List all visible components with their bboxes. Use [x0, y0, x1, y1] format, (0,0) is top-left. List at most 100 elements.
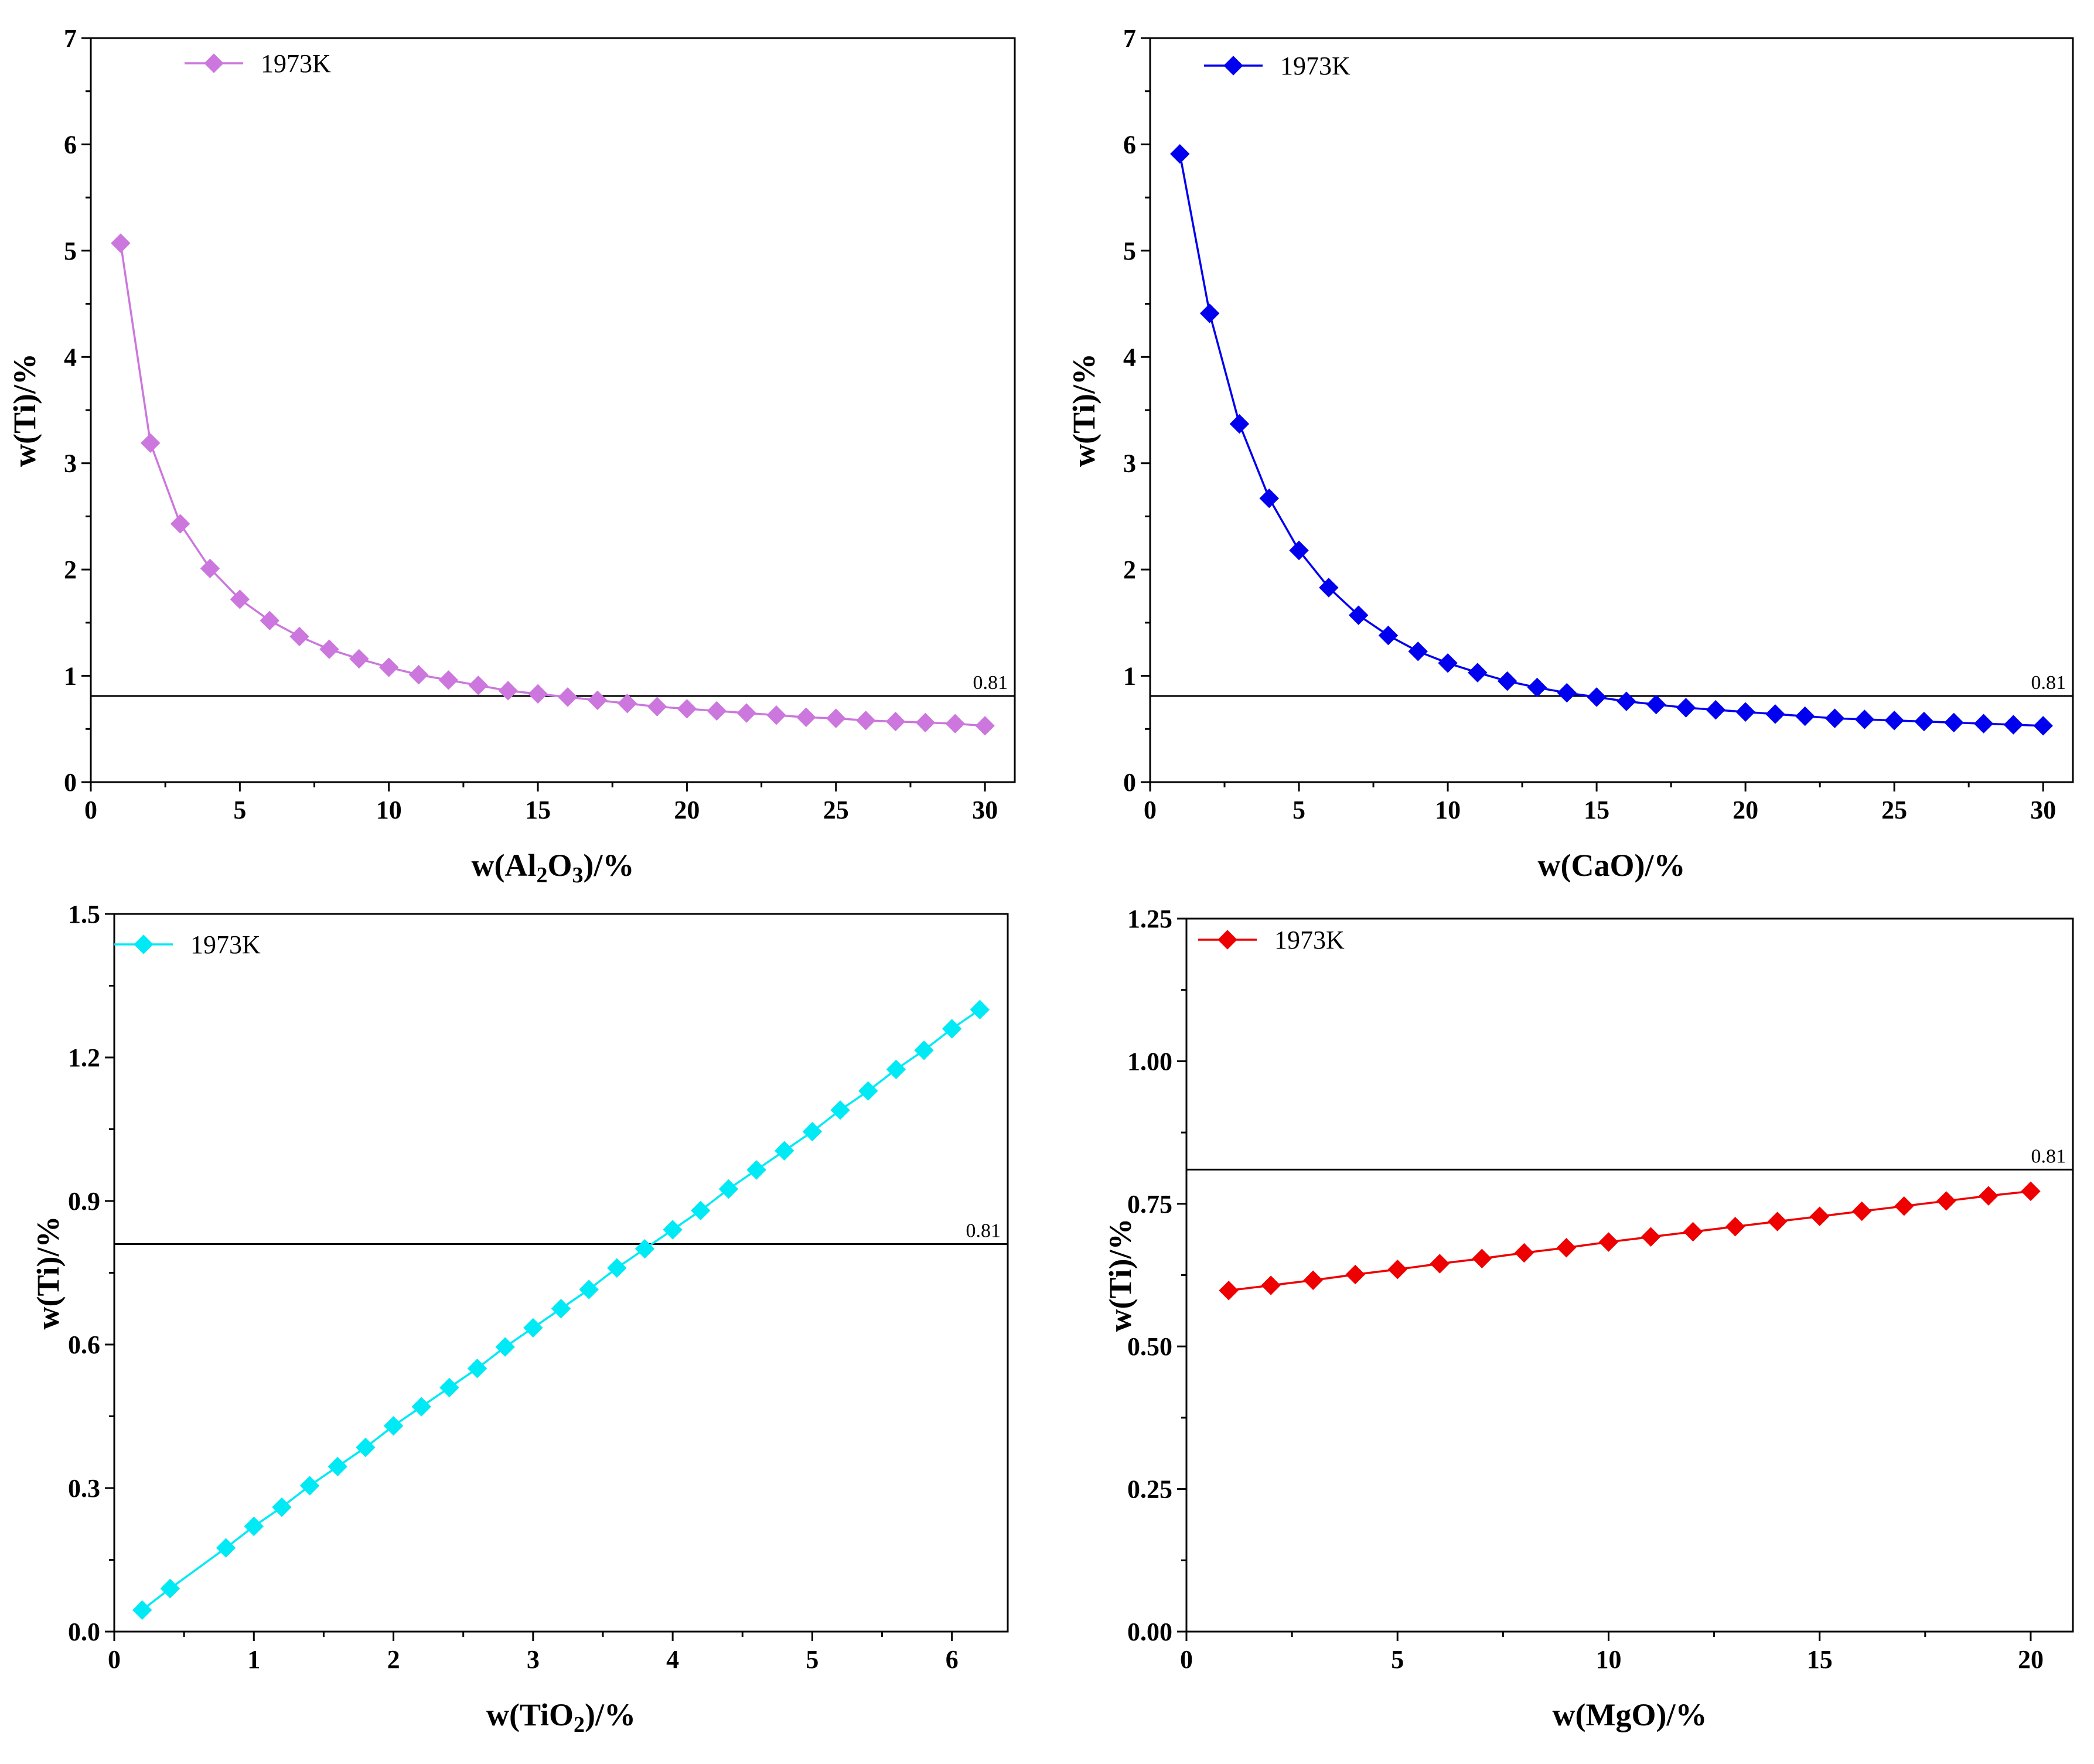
x-tick-label: 1 [247, 1645, 260, 1674]
data-point [1170, 144, 1190, 164]
data-point [1854, 709, 1875, 729]
y-tick-label: 1.25 [1127, 905, 1172, 933]
data-point [1810, 1206, 1830, 1226]
y-tick-label: 7 [1123, 24, 1136, 53]
y-tick-label: 4 [64, 343, 77, 371]
data-point [2021, 1181, 2041, 1202]
data-point [468, 675, 489, 695]
y-tick-label: 0.00 [1127, 1618, 1172, 1646]
x-axis-title: w(Al2O3)/% [472, 848, 635, 888]
data-point [498, 681, 518, 701]
chart-tio2: 0 1 2 3 4 5 6 0.0 0.3 0.6 0.9 1.2 1.5 w(TiO2)/% w(Ti)/… [30, 900, 1009, 1737]
data-point [1319, 578, 1339, 598]
data-point [1261, 1275, 1281, 1295]
data-point [260, 610, 279, 630]
series-line [1179, 153, 2044, 727]
data-point [1199, 303, 1220, 323]
data-point [746, 1160, 766, 1180]
data-point [1438, 653, 1458, 673]
x-tick-label: 20 [674, 796, 700, 824]
data-point [975, 716, 995, 736]
data-point [1973, 714, 1994, 733]
data-point [111, 233, 131, 253]
x-tick-label: 2 [387, 1645, 400, 1674]
data-point [1378, 625, 1399, 646]
y-axis-title: w(Ti)/% [1103, 1218, 1138, 1332]
data-point [230, 589, 250, 609]
data-point [942, 1019, 962, 1039]
data-point [1824, 708, 1845, 728]
reference-line-label: 0.81 [2031, 672, 2066, 694]
data-point [736, 703, 756, 723]
chart-al2o3: 0 5 10 15 20 25 30 0 1 2 3 4 5 6 7 w(Al2O3)/% w(Ti)/% 0.8… [7, 24, 1016, 888]
data-point [438, 670, 459, 690]
x-tick-label: 0 [1144, 796, 1157, 824]
data-point [1936, 1191, 1956, 1211]
x-tick-label: 15 [1807, 1645, 1833, 1674]
data-point [1587, 687, 1607, 707]
data-point [858, 1081, 878, 1101]
x-axis-title: w(MgO)/% [1553, 1697, 1707, 1732]
legend-label: 1973K [1274, 926, 1345, 954]
data-point [691, 1200, 711, 1221]
data-point [915, 712, 936, 733]
data-point [588, 690, 608, 711]
x-tick-label: 6 [946, 1645, 959, 1674]
y-tick-label: 2 [64, 555, 77, 584]
data-point [244, 1516, 264, 1537]
data-point [1345, 1264, 1365, 1285]
legend-label: 1973K [261, 49, 331, 78]
data-point [1303, 1270, 1323, 1290]
data-point [1387, 1260, 1407, 1280]
x-tick-label: 10 [376, 796, 402, 824]
data-point [1527, 677, 1547, 698]
data-point [826, 708, 846, 728]
data-point [579, 1280, 599, 1299]
y-tick-label: 1.2 [68, 1043, 100, 1072]
data-point [523, 1318, 543, 1338]
y-tick-label: 0.50 [1127, 1332, 1172, 1361]
data-point [439, 1377, 459, 1398]
data-point [970, 999, 990, 1020]
x-tick-label: 5 [1391, 1645, 1404, 1674]
data-point [1348, 605, 1369, 625]
plot-frame [1149, 37, 2074, 783]
data-point [411, 1397, 431, 1417]
x-axis-title: w(CaO)/% [1538, 848, 1686, 883]
plot-frame [90, 37, 1016, 783]
data-point [830, 1100, 850, 1120]
data-point [1725, 1217, 1745, 1237]
data-point [607, 1258, 627, 1278]
data-point [1795, 706, 1815, 726]
data-point [1497, 671, 1517, 691]
data-point [299, 1476, 320, 1496]
data-point [170, 514, 190, 534]
data-point [914, 1040, 934, 1060]
y-tick-label: 0.0 [68, 1618, 100, 1646]
data-point [200, 558, 220, 579]
chart-cao: 0 5 10 15 20 25 30 0 1 2 3 4 5 6 7 w(CaO)/% w(Ti)/% 0.81 1… [1066, 24, 2074, 883]
x-tick-label: 15 [525, 796, 551, 824]
data-point [1556, 1238, 1577, 1258]
data-point [796, 707, 816, 728]
y-tick-label: 6 [1123, 130, 1136, 159]
data-point [2003, 715, 2024, 735]
data-point [383, 1416, 404, 1436]
legend-label: 1973K [190, 930, 261, 959]
legend-marker [134, 934, 154, 954]
y-tick-label: 0.3 [68, 1474, 100, 1503]
data-point [663, 1220, 683, 1240]
data-point [319, 639, 339, 659]
x-tick-label: 5 [806, 1645, 818, 1674]
data-point [1598, 1232, 1619, 1252]
data-point [495, 1337, 515, 1357]
data-point [945, 714, 965, 733]
data-point [775, 1141, 794, 1161]
y-tick-label: 0 [1123, 768, 1136, 797]
y-tick-label: 4 [1123, 343, 1136, 371]
data-point [766, 705, 786, 725]
data-point [1229, 414, 1250, 434]
reference-line-label: 0.81 [2031, 1145, 2066, 1167]
data-point [408, 665, 429, 685]
